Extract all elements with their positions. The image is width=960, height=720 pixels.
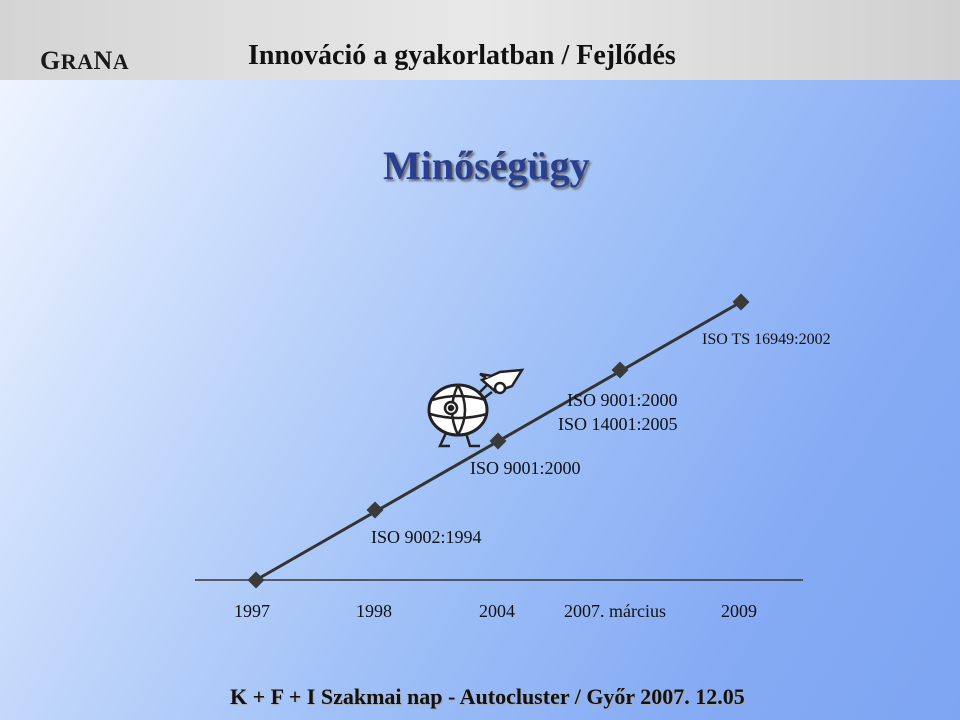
label-iso9002: ISO 9002:1994 (371, 527, 482, 547)
label-iso-ts: ISO TS 16949:2002 (702, 331, 831, 348)
year-label: 1998 (356, 601, 392, 621)
year-label: 2009 (721, 601, 757, 621)
header-bar: GRANA Innováció a gyakorlatban / Fejlődé… (0, 0, 960, 80)
milestone-marker (611, 361, 629, 379)
milestone-marker (732, 293, 750, 311)
grana-logo: GRANA (40, 46, 130, 75)
milestone-marker (247, 571, 265, 589)
label-iso9001-b: ISO 9001:2000 (567, 390, 678, 410)
year-label: 2004 (479, 601, 515, 621)
page-title: Minőségügy (383, 143, 590, 188)
globe-rocket-icon (427, 368, 525, 448)
label-iso9001: ISO 9001:2000 (470, 458, 581, 478)
milestone-marker (489, 432, 507, 450)
year-label: 1997 (234, 601, 270, 621)
milestone-marker (366, 501, 384, 519)
header-title: Innováció a gyakorlatban / Fejlődés (248, 40, 676, 71)
year-label: 2007. március (564, 601, 666, 621)
footer-text: K + F + I Szakmai nap - Autocluster / Gy… (230, 684, 745, 709)
label-iso14001: ISO 14001:2005 (558, 414, 678, 434)
